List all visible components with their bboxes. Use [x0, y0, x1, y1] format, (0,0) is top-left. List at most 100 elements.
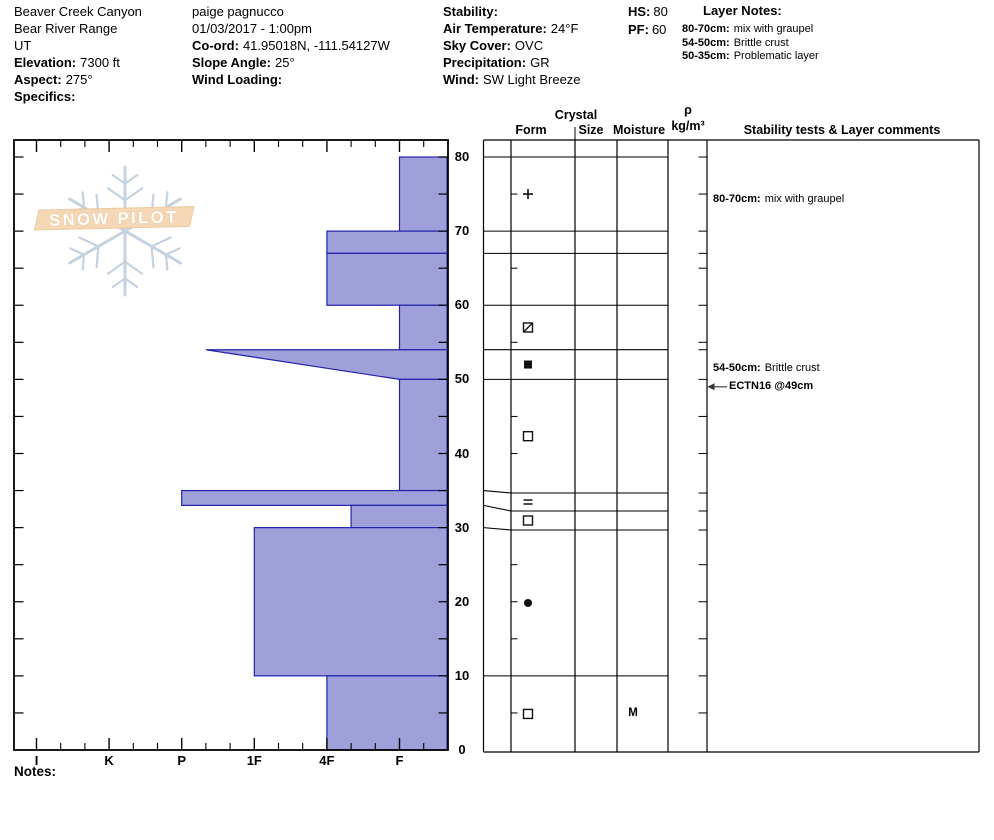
layer-bar-67-60	[326, 252, 448, 306]
grain-form-square-icon	[522, 708, 534, 720]
grain-form-equals-icon	[523, 499, 533, 505]
hardness-axis-label: K	[104, 753, 114, 768]
hardness-profile-bars	[181, 156, 448, 751]
sky-cover-label: Sky Cover:	[443, 38, 511, 53]
hardness-axis-label: 1F	[246, 753, 262, 768]
crystal-header: Crystal	[554, 108, 598, 122]
layer-note-text: Problematic layer	[733, 50, 819, 62]
wind-label: Wind:	[443, 72, 479, 87]
pf-label: PF:	[628, 22, 649, 37]
layer-bar-35-33	[181, 489, 448, 506]
air-temp-label: Air Temperature:	[443, 21, 547, 36]
layer-comment: 54-50cm: Brittle crust	[713, 361, 820, 374]
elevation-label: Elevation:	[14, 55, 77, 70]
hardness-axis-label: P	[177, 753, 187, 768]
thin-layer-connector	[483, 504, 512, 512]
grain-form-square-icon	[522, 515, 534, 526]
thin-layer-connector	[483, 527, 512, 531]
axes-and-table-grid	[13, 127, 980, 753]
hardness-axis-label: 4F	[319, 753, 335, 768]
pit-datetime: 01/03/2017 - 1:00pm	[192, 21, 312, 36]
precip-label: Precipitation:	[443, 55, 527, 70]
depth-tick-label: 30	[454, 519, 470, 535]
pf-value: 60	[651, 22, 667, 37]
hardness-axis-label: F	[395, 753, 404, 768]
depth-tick-label: 60	[454, 297, 470, 313]
layer-note-text: mix with graupel	[733, 23, 814, 35]
coord-label: Co-ord:	[192, 38, 239, 53]
observer-name: paige pagnucco	[192, 4, 284, 19]
grain-form-filled-square-icon	[524, 360, 532, 369]
layer-note-range: 80-70cm:	[682, 23, 730, 35]
grain-form-circle-icon	[524, 598, 532, 607]
layer-comment-range: 80-70cm:	[713, 192, 761, 205]
grain-form-square-slash-icon	[523, 322, 533, 333]
layer-bar-60-54	[398, 304, 448, 351]
stability-comments-header: Stability tests & Layer comments	[743, 123, 941, 137]
aspect-label: Aspect:	[14, 72, 62, 87]
wind-loading-label: Wind Loading:	[192, 72, 283, 87]
hs-value: 80	[653, 4, 668, 19]
layer-bar-10-0	[326, 675, 448, 751]
mountain-range: Bear River Range	[14, 21, 118, 36]
depth-tick-label: 0	[458, 742, 466, 757]
logo-banner	[33, 205, 195, 231]
precip-value: GR	[530, 55, 550, 70]
chart-border	[13, 139, 449, 751]
stability-label: Stability:	[443, 4, 498, 19]
coord-value: 41.95018N, -111.54127W	[242, 38, 390, 53]
density-unit-header: kg/m³	[671, 119, 705, 133]
elevation-value: 7300 ft	[80, 55, 120, 70]
air-temp-value: 24°F	[550, 21, 579, 36]
size-column-header: Size	[578, 123, 604, 137]
slope-angle-value: 25°	[274, 55, 295, 70]
layer-comment-range: 54-50cm:	[713, 361, 761, 374]
layer-notes-list: 80-70cm: mix with graupel 54-50cm: Brittle…	[682, 23, 819, 64]
layer-bar-54-50	[205, 349, 448, 380]
density-rho-header: ρ	[684, 103, 692, 117]
hs-label: HS:	[628, 4, 651, 19]
state: UT	[14, 38, 32, 53]
conditions-block: Stability: Air Temperature: 24°F Sky Cove…	[443, 3, 581, 88]
grain-form-square-icon	[522, 430, 534, 442]
depth-tick-label: 80	[454, 149, 470, 164]
logo-text: SNOW PILOT	[49, 208, 179, 229]
depth-tick-label: 20	[454, 593, 470, 609]
layer-notes-title: Layer Notes:	[703, 3, 782, 18]
stability-test-result: ECTN16 @49cm	[729, 380, 814, 393]
observer-block: paige pagnucco 01/03/2017 - 1:00pm Co-or…	[192, 3, 390, 88]
depth-tick-label: 70	[454, 223, 470, 239]
grain-form-symbols	[522, 189, 534, 720]
depth-tick-label: 10	[454, 667, 470, 683]
layer-comment: 80-70cm: mix with graupel	[713, 192, 845, 205]
layer-note-range: 54-50cm:	[682, 36, 730, 49]
test-arrowhead-icon	[707, 383, 715, 391]
snowpilot-logo: SNOW PILOT	[33, 165, 195, 297]
depth-tick-label: 40	[454, 445, 470, 461]
slope-angle-label: Slope Angle:	[192, 55, 271, 70]
location-block: Beaver Creek Canyon Bear River Range UT …	[14, 3, 142, 105]
aspect-value: 275°	[65, 72, 93, 87]
moisture-column-header: Moisture	[612, 123, 666, 137]
depth-tick-label: 50	[454, 371, 470, 387]
sky-cover-value: OVC	[514, 38, 544, 53]
grain-form-plus-icon	[523, 189, 533, 200]
notes-label: Notes:	[14, 764, 57, 779]
layer-bar-70-67	[326, 230, 448, 254]
layer-bar-33-30	[350, 504, 448, 529]
thin-layer-connector	[483, 490, 512, 494]
layer-note-text: Brittle crust	[733, 36, 789, 49]
wind-value: SW Light Breeze	[482, 72, 581, 87]
layer-note-range: 50-35cm:	[682, 50, 730, 62]
moisture-value: M	[628, 706, 638, 719]
site-name: Beaver Creek Canyon	[14, 4, 142, 19]
hardness-axis-label: I	[34, 753, 39, 768]
totals-block: HS: 80 PF: 60	[628, 3, 668, 39]
specifics-label: Specifics:	[14, 89, 76, 104]
layer-bar-30-10	[253, 527, 448, 677]
snowflake-icon	[68, 165, 182, 297]
layer-bar-50-35	[398, 378, 448, 492]
form-column-header: Form	[515, 123, 547, 137]
